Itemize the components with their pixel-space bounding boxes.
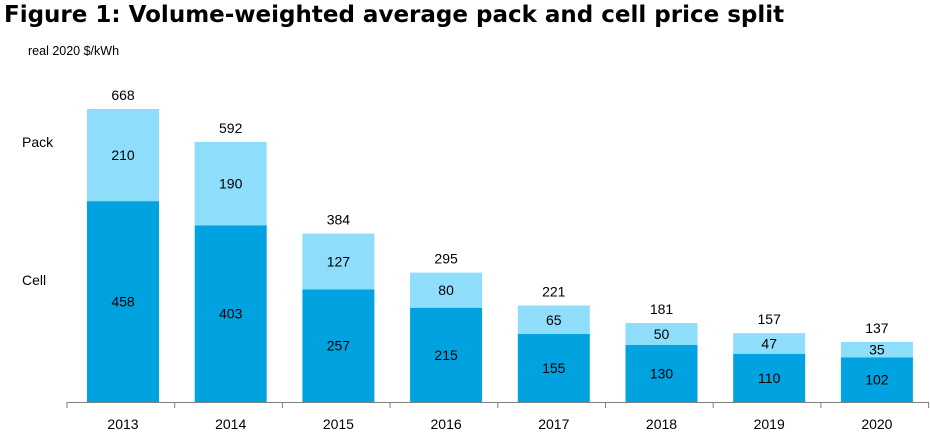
bar-cell-2013 <box>87 201 159 402</box>
x-tick-label-2018: 2018 <box>646 416 677 432</box>
bar-cell-2017 <box>517 334 590 402</box>
label-total-2017: 221 <box>542 284 566 300</box>
label-total-2014: 592 <box>219 120 243 136</box>
legend-pack: Pack <box>22 134 54 150</box>
bar-cell-2015 <box>302 289 375 402</box>
bar-cell-2019 <box>733 353 806 402</box>
bar-pack-2016 <box>410 272 483 308</box>
bar-pack-2017 <box>517 305 590 335</box>
bar-cell-2014 <box>194 225 267 402</box>
bar-pack-2013 <box>87 109 159 202</box>
bars-group: 458 210 668 403 190 592 257 127 384 215 80 295 155 65… <box>87 87 913 402</box>
legend: Pack Cell <box>22 134 54 288</box>
label-total-2016: 295 <box>434 251 458 267</box>
label-pack-2019: 47 <box>761 335 777 351</box>
label-pack-2020: 35 <box>869 342 885 358</box>
label-pack-2018: 50 <box>654 326 670 342</box>
x-tick-label-2020: 2020 <box>861 416 892 432</box>
bar-pack-2019 <box>733 333 806 354</box>
label-total-2018: 181 <box>650 301 674 317</box>
bar-pack-2015 <box>302 233 375 290</box>
x-tick-label-2013: 2013 <box>107 416 138 432</box>
x-axis: 2013 2014 2015 2016 2017 2018 2019 2020 <box>66 402 930 432</box>
x-tick-label-2019: 2019 <box>754 416 785 432</box>
label-cell-2019: 110 <box>758 370 781 386</box>
bar-pack-2018 <box>625 323 698 345</box>
label-cell-2013: 458 <box>111 294 135 310</box>
label-cell-2018: 130 <box>650 365 674 381</box>
label-total-2020: 137 <box>865 320 889 336</box>
label-pack-2016: 80 <box>438 282 454 298</box>
bar-cell-2016 <box>410 307 483 402</box>
label-cell-2016: 215 <box>434 347 458 363</box>
label-pack-2015: 127 <box>327 253 351 269</box>
bar-pack-2014 <box>194 141 267 226</box>
x-tick-label-2014: 2014 <box>215 416 246 432</box>
label-cell-2017: 155 <box>542 360 566 376</box>
x-tick-label-2016: 2016 <box>431 416 462 432</box>
x-tick-label-2015: 2015 <box>323 416 354 432</box>
x-tick-label-2017: 2017 <box>538 416 569 432</box>
label-cell-2020: 102 <box>865 372 889 388</box>
label-total-2019: 157 <box>758 311 782 327</box>
label-pack-2014: 190 <box>219 176 243 192</box>
bar-pack-2020 <box>840 341 913 358</box>
y-axis-unit-label: real 2020 $/kWh <box>28 44 120 58</box>
label-cell-2015: 257 <box>327 338 351 354</box>
label-total-2015: 384 <box>327 212 351 228</box>
bar-cell-2018 <box>625 344 698 402</box>
label-total-2013: 668 <box>111 87 135 103</box>
bar-cell-2020 <box>840 357 913 402</box>
label-pack-2017: 65 <box>546 312 562 328</box>
legend-cell: Cell <box>22 272 46 288</box>
chart-title: Figure 1: Volume-weighted average pack a… <box>4 2 785 28</box>
label-cell-2014: 403 <box>219 306 243 322</box>
label-pack-2013: 210 <box>111 147 135 163</box>
